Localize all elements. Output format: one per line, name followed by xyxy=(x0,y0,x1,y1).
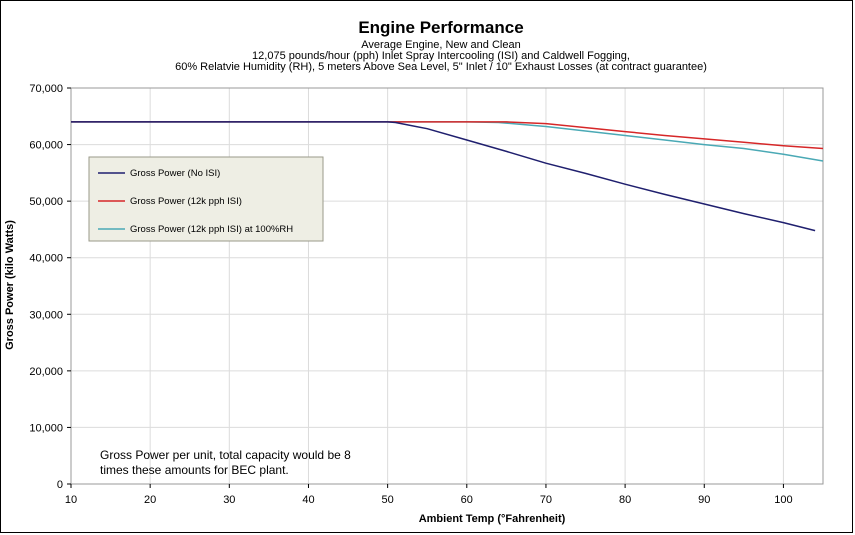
y-axis-label: Gross Power (kilo Watts) xyxy=(4,220,16,350)
legend-label-12k-isi: Gross Power (12k pph ISI) xyxy=(130,196,242,207)
x-axis-label: Ambient Temp (°Fahrenheit) xyxy=(419,513,566,525)
y-axis-ticks: 0 10,000 20,000 30,000 40,000 50,000 60,000 70,… xyxy=(29,83,71,491)
legend-label-no-isi: Gross Power (No ISI) xyxy=(130,168,220,179)
x-axis-ticks: 10 20 30 40 50 60 70 80 90 100 xyxy=(65,484,793,506)
chart-title: Engine Performance xyxy=(358,18,523,37)
y-tick-label: 60,000 xyxy=(29,140,63,152)
x-tick-label: 100 xyxy=(774,494,792,506)
y-tick-label: 30,000 xyxy=(29,309,63,321)
grid-lines xyxy=(70,87,823,485)
legend-label-12k-isi-100rh: Gross Power (12k pph ISI) at 100%RH xyxy=(130,224,293,235)
legend: Gross Power (No ISI) Gross Power (12k pp… xyxy=(88,156,324,242)
x-tick-label: 70 xyxy=(540,494,552,506)
y-tick-label: 0 xyxy=(57,479,63,491)
plot-area xyxy=(70,87,824,485)
legend-box xyxy=(88,156,324,242)
x-tick-label: 40 xyxy=(302,494,314,506)
x-tick-label: 10 xyxy=(65,494,77,506)
y-tick-label: 20,000 xyxy=(29,366,63,378)
x-tick-label: 90 xyxy=(698,494,710,506)
chart-subtitle-line-1: Average Engine, New and Clean xyxy=(361,39,520,51)
series-lines xyxy=(71,121,824,232)
chart-note-line-1: Gross Power per unit, total capacity wou… xyxy=(100,448,351,462)
chart-note-line-2: times these amounts for BEC plant. xyxy=(100,463,289,477)
x-tick-label: 60 xyxy=(461,494,473,506)
x-tick-label: 20 xyxy=(144,494,156,506)
chart-subtitle-line-2: 12,075 pounds/hour (pph) Inlet Spray Int… xyxy=(252,50,630,62)
x-tick-label: 80 xyxy=(619,494,631,506)
y-tick-label: 10,000 xyxy=(29,422,63,434)
y-tick-label: 70,000 xyxy=(29,83,63,95)
y-tick-label: 40,000 xyxy=(29,253,63,265)
series-line-no-isi xyxy=(71,121,816,232)
series-line-12k-isi-100rh xyxy=(71,121,824,162)
y-tick-label: 50,000 xyxy=(29,196,63,208)
chart-subtitle-line-3: 60% Relatvie Humidity (RH), 5 meters Abo… xyxy=(175,61,707,73)
x-tick-label: 30 xyxy=(223,494,235,506)
x-tick-label: 50 xyxy=(382,494,394,506)
